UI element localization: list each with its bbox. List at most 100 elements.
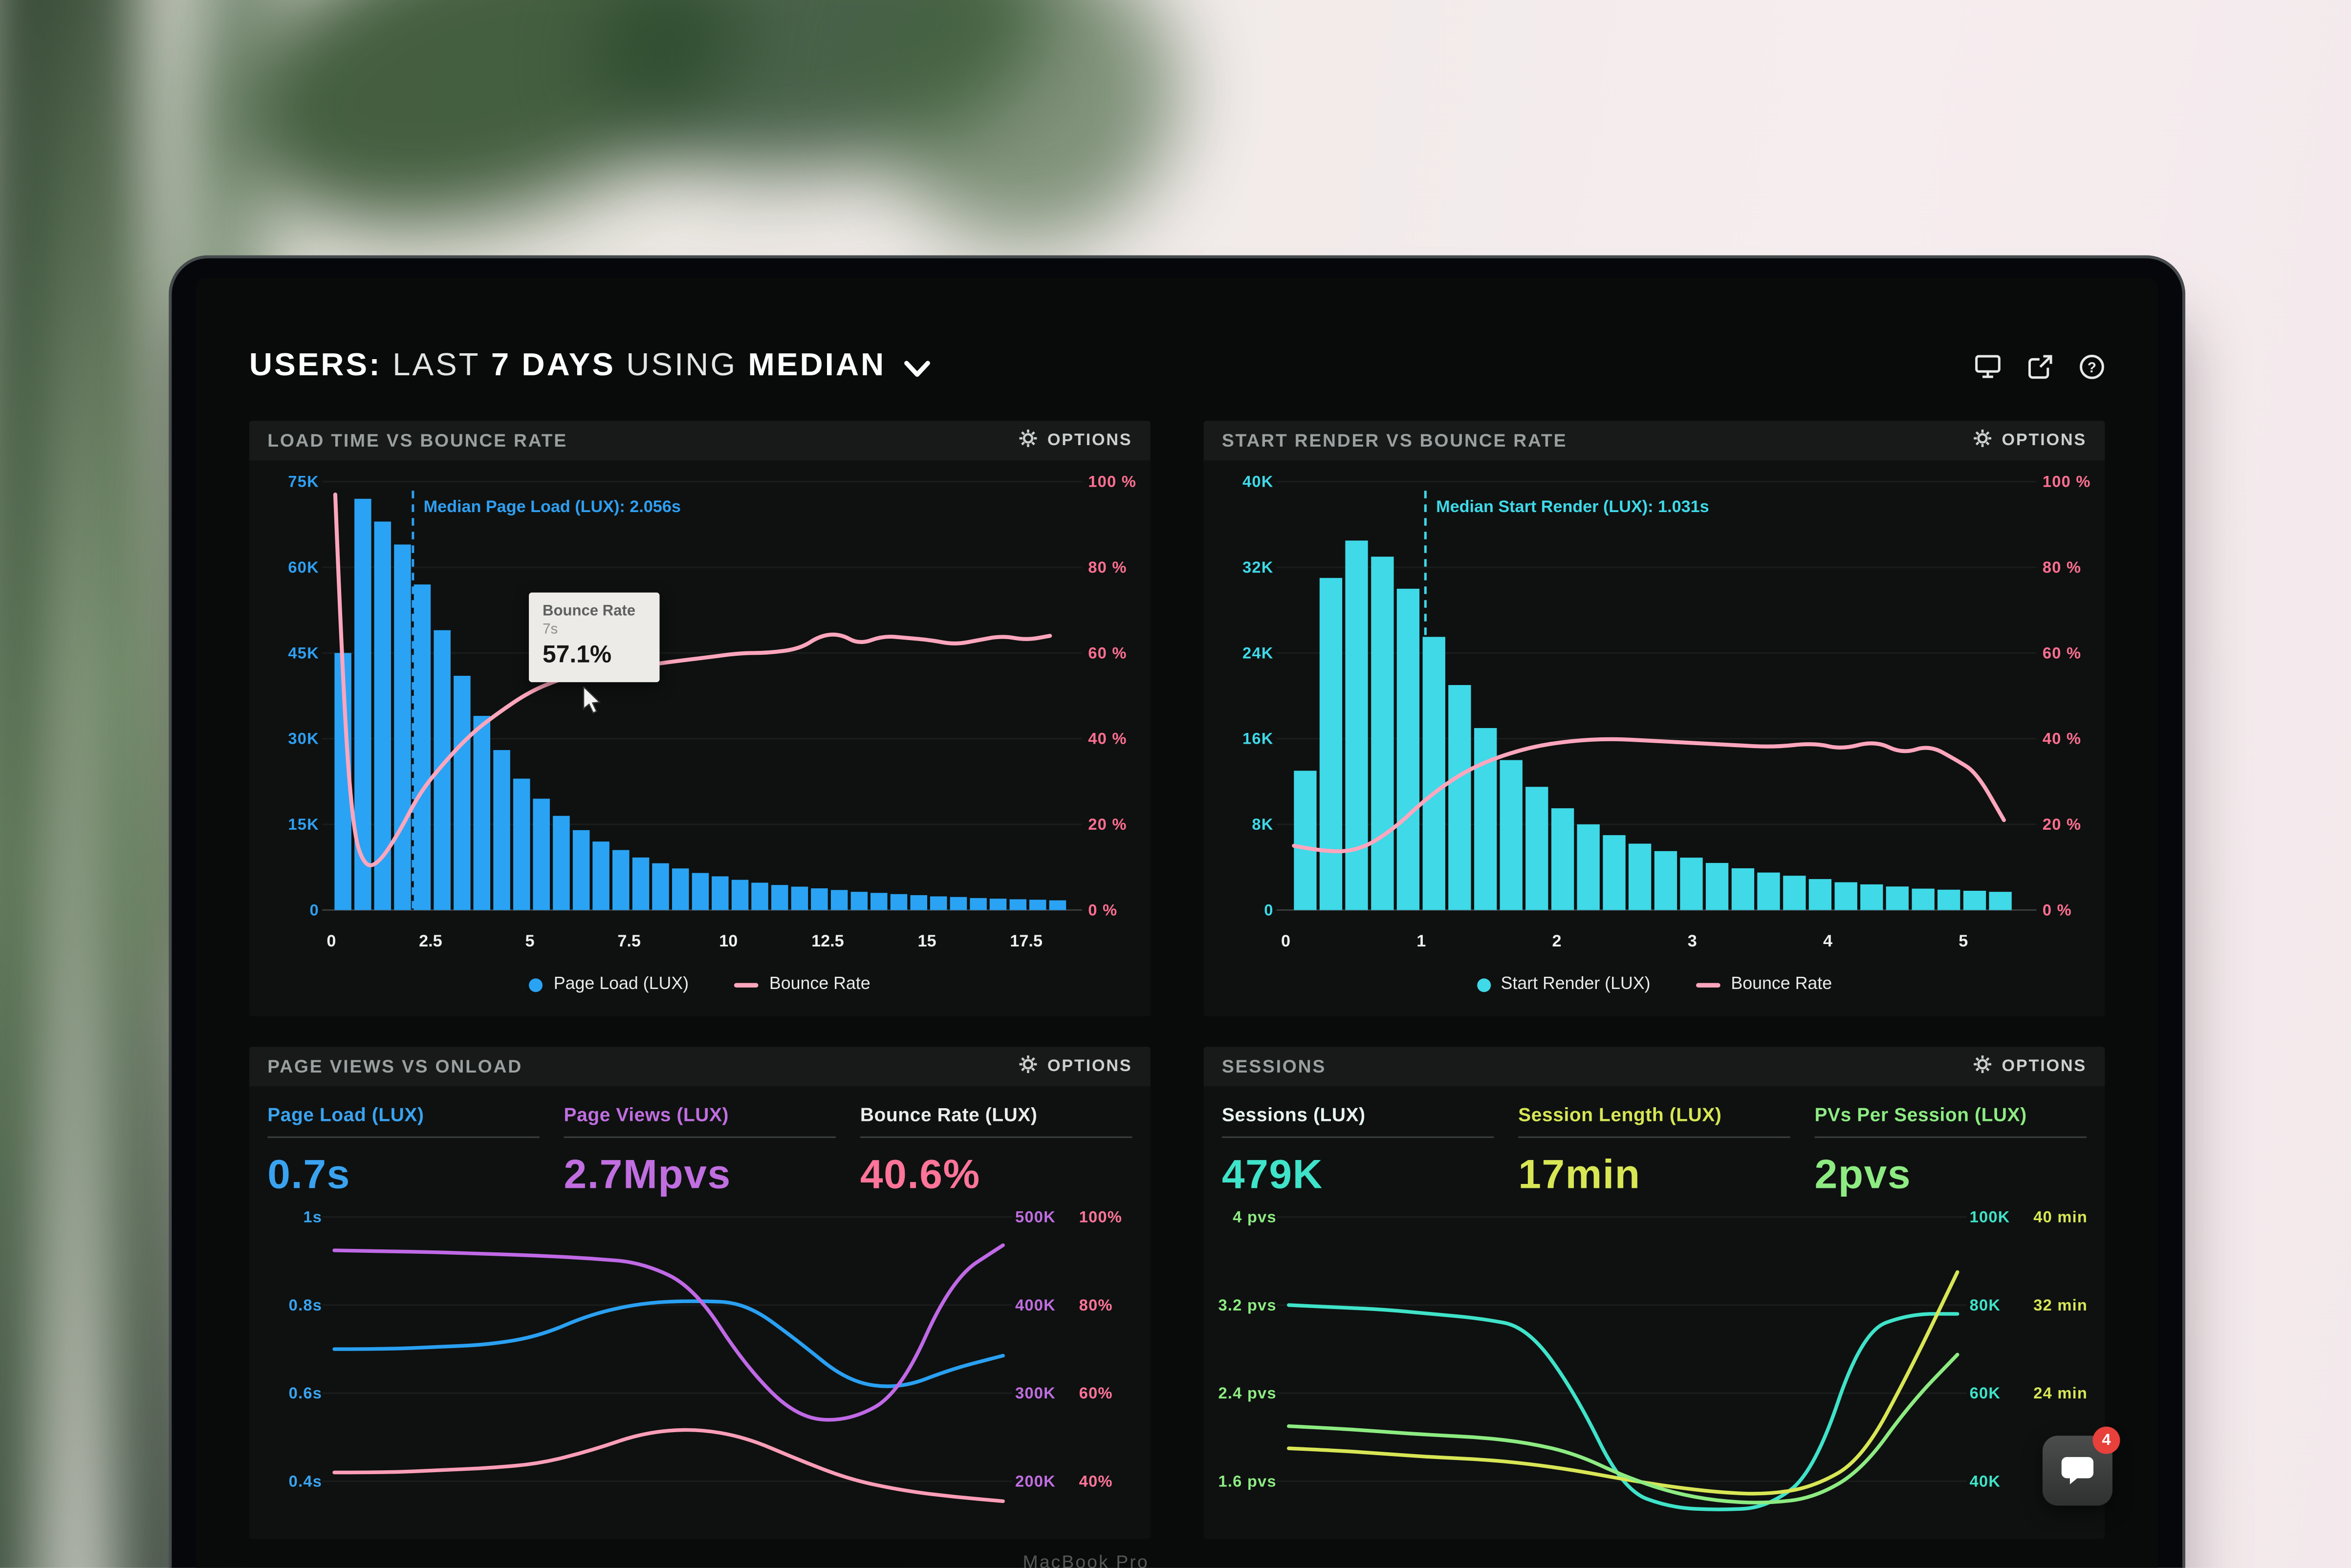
bar[interactable] bbox=[1757, 872, 1780, 910]
bar[interactable] bbox=[1319, 578, 1343, 910]
bar[interactable] bbox=[692, 873, 709, 910]
bar[interactable] bbox=[1049, 900, 1067, 910]
options-button[interactable]: OPTIONS bbox=[1973, 429, 2087, 453]
bar[interactable] bbox=[493, 750, 510, 910]
bar[interactable] bbox=[1680, 858, 1703, 910]
bar[interactable] bbox=[513, 778, 530, 910]
left-axis-label: 45K bbox=[288, 644, 319, 662]
bar[interactable] bbox=[850, 892, 868, 910]
bar[interactable] bbox=[1396, 588, 1420, 910]
bar[interactable] bbox=[1029, 900, 1046, 910]
bar[interactable] bbox=[1886, 886, 1909, 910]
bar[interactable] bbox=[1525, 787, 1548, 910]
right-axis-label: 32 min bbox=[2033, 1296, 2088, 1314]
bar[interactable] bbox=[1963, 890, 1986, 910]
load-time-histogram[interactable]: 75K 100 % 60K 80 % 45K 60 % 30K 40 % 15K 20 % 0 0 %… bbox=[249, 460, 1149, 968]
metric-scope-dropdown[interactable]: USERS: LAST 7 DAYS USING MEDIAN bbox=[249, 348, 930, 385]
bounce-rate-line[interactable] bbox=[1292, 737, 2006, 854]
bar[interactable] bbox=[1654, 851, 1677, 910]
bar[interactable] bbox=[454, 676, 471, 910]
metric-label: Session Length (LUX) bbox=[1518, 1104, 1790, 1138]
bar[interactable] bbox=[1448, 685, 1471, 910]
bar[interactable] bbox=[930, 896, 947, 910]
bar[interactable] bbox=[871, 893, 888, 910]
bars-series[interactable] bbox=[1294, 540, 2012, 910]
options-button[interactable]: OPTIONS bbox=[1973, 1054, 2087, 1079]
line-series[interactable] bbox=[332, 1243, 1005, 1422]
right-axis-label: 100% bbox=[1079, 1207, 1122, 1225]
bar[interactable] bbox=[1731, 868, 1755, 910]
bar[interactable] bbox=[473, 716, 491, 910]
bar[interactable] bbox=[890, 894, 908, 910]
bar[interactable] bbox=[1937, 889, 1960, 910]
start-render-histogram[interactable]: 40K 100 % 32K 80 % 24K 60 % 16K 40 % 8K 20 % 0 0 % 0… bbox=[1204, 460, 2104, 968]
line-series[interactable] bbox=[332, 1299, 1005, 1388]
options-button[interactable]: OPTIONS bbox=[1019, 429, 1132, 453]
bar[interactable] bbox=[553, 816, 570, 910]
bar[interactable] bbox=[1603, 835, 1626, 910]
bar[interactable] bbox=[1500, 760, 1523, 910]
share-icon[interactable] bbox=[2027, 353, 2053, 379]
bar[interactable] bbox=[751, 882, 768, 910]
bar[interactable] bbox=[1628, 843, 1652, 910]
bar[interactable] bbox=[1912, 888, 1935, 910]
bar[interactable] bbox=[830, 890, 848, 910]
bar[interactable] bbox=[731, 880, 749, 910]
line-series[interactable] bbox=[1286, 1353, 1959, 1504]
x-axis-label: 5 bbox=[1959, 932, 1968, 950]
bar[interactable] bbox=[414, 584, 431, 910]
bar[interactable] bbox=[394, 544, 411, 910]
bar[interactable] bbox=[910, 895, 927, 910]
bar[interactable] bbox=[1783, 876, 1806, 910]
right-axis-label: 200K bbox=[1015, 1472, 1056, 1490]
bar[interactable] bbox=[1577, 824, 1600, 910]
plant-leaf bbox=[873, 0, 1178, 243]
legend-line-swatch bbox=[1696, 982, 1720, 987]
bar[interactable] bbox=[771, 885, 788, 910]
bar[interactable] bbox=[1834, 882, 1857, 910]
bar[interactable] bbox=[1551, 808, 1574, 910]
bar[interactable] bbox=[533, 798, 550, 910]
bar[interactable] bbox=[950, 897, 967, 910]
panel-header: SESSIONS OPTIONS bbox=[1203, 1047, 2105, 1087]
bar[interactable] bbox=[1371, 557, 1394, 910]
bar[interactable] bbox=[970, 898, 987, 910]
sessions-line-chart[interactable]: 4 pvs 100K 40 min 3.2 pvs 80K 32 min 2.4 pvs 60… bbox=[1204, 1199, 2104, 1539]
bar[interactable] bbox=[1345, 540, 1368, 910]
help-icon[interactable]: ? bbox=[2079, 353, 2105, 379]
chat-launcher[interactable]: 4 bbox=[2042, 1426, 2120, 1506]
bar[interactable] bbox=[374, 521, 392, 910]
bar[interactable] bbox=[1422, 637, 1445, 910]
bar[interactable] bbox=[632, 857, 650, 910]
bar[interactable] bbox=[989, 899, 1007, 910]
bar[interactable] bbox=[712, 876, 729, 910]
right-axis-label: 60 % bbox=[1088, 644, 1127, 662]
bar[interactable] bbox=[1989, 892, 2012, 910]
bar[interactable] bbox=[1474, 728, 1497, 910]
bar[interactable] bbox=[572, 830, 590, 910]
bar[interactable] bbox=[1294, 771, 1317, 910]
bar[interactable] bbox=[612, 850, 630, 910]
right-axis-label: 60 % bbox=[2043, 644, 2081, 662]
bar[interactable] bbox=[1808, 879, 1832, 910]
laptop-screen: USERS: LAST 7 DAYS USING MEDIAN bbox=[196, 278, 2158, 1568]
bar[interactable] bbox=[1705, 863, 1729, 910]
bar[interactable] bbox=[791, 886, 808, 910]
bar[interactable] bbox=[811, 888, 828, 910]
line-series[interactable] bbox=[332, 1428, 1005, 1504]
metric-value: 0.7s bbox=[267, 1151, 350, 1198]
svg-text:?: ? bbox=[2088, 359, 2096, 375]
bar[interactable] bbox=[652, 863, 669, 910]
bar[interactable] bbox=[592, 841, 610, 910]
bar[interactable] bbox=[1860, 884, 1883, 910]
page-views-line-chart[interactable]: 1s 500K 100% 0.8s 400K 80% 0.6s 300K 60% 0.4s 200K… bbox=[249, 1199, 1149, 1539]
display-icon[interactable] bbox=[1974, 353, 2002, 379]
options-button[interactable]: OPTIONS bbox=[1019, 1054, 1132, 1079]
line-series[interactable] bbox=[1286, 1303, 1959, 1511]
left-axis-label: 3.2 pvs bbox=[1218, 1296, 1276, 1314]
bars-series[interactable] bbox=[334, 498, 1067, 910]
bar[interactable] bbox=[1009, 899, 1027, 910]
metrics-row: Sessions (LUX) 479K Session Length (LUX)… bbox=[1204, 1086, 2105, 1199]
panel-title: SESSIONS bbox=[1221, 1055, 1327, 1077]
bar[interactable] bbox=[672, 868, 689, 910]
